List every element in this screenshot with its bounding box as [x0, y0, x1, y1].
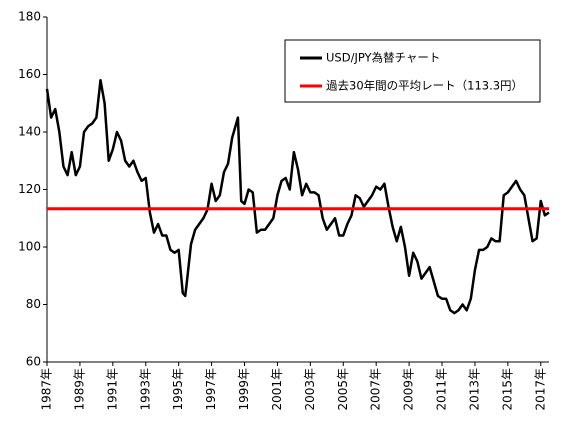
- x-tick-label: 2003年: [303, 368, 317, 411]
- legend-label: 過去30年間の平均レート（113.3円）: [326, 79, 523, 93]
- x-tick-label: 2005年: [336, 368, 350, 411]
- x-tick-label: 1997年: [204, 368, 218, 411]
- x-tick-label: 2017年: [533, 368, 547, 411]
- x-tick-label: 1999年: [237, 368, 251, 411]
- y-tick-label: 100: [18, 240, 41, 254]
- y-tick-label: 160: [18, 67, 41, 81]
- price-line: [45, 79, 550, 315]
- y-tick-label: 180: [18, 10, 41, 24]
- legend-box: [284, 39, 541, 103]
- x-tick-label: 1993年: [138, 368, 152, 411]
- x-tick-label: 1989年: [72, 368, 86, 411]
- x-tick-label: 2015年: [500, 368, 514, 411]
- x-tick-label: 2007年: [369, 368, 383, 411]
- y-tick-label: 80: [26, 297, 41, 311]
- x-tick-label: 1995年: [171, 368, 185, 411]
- y-tick-label: 140: [18, 125, 41, 139]
- y-tick-label: 120: [18, 182, 41, 196]
- y-tick-label: 60: [26, 355, 41, 369]
- x-tick-label: 2013年: [467, 368, 481, 411]
- x-tick-label: 1987年: [40, 368, 54, 411]
- x-tick-label: 1991年: [105, 368, 119, 411]
- x-tick-label: 2001年: [270, 368, 284, 411]
- legend-label: USD/JPY為替チャート: [326, 51, 440, 65]
- x-tick-label: 2011年: [435, 368, 449, 411]
- x-tick-label: 2009年: [402, 368, 416, 411]
